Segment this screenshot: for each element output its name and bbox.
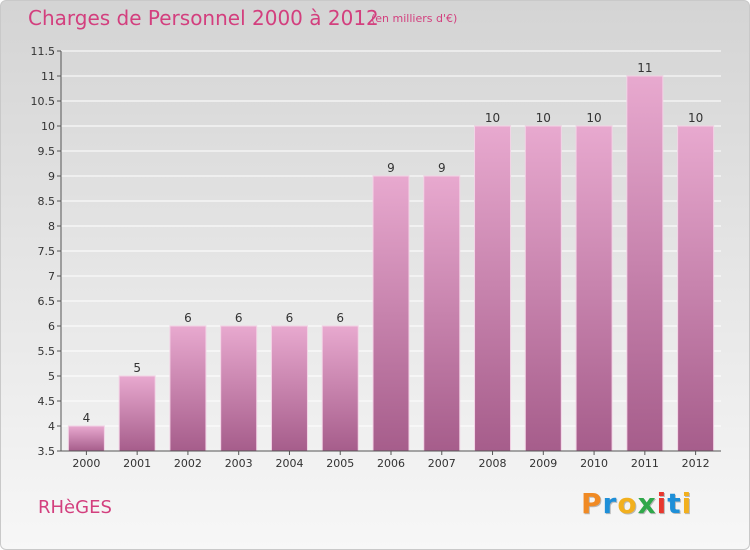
logo-letter: i [681, 487, 693, 520]
data-label: 9 [438, 161, 446, 175]
x-tick-label: 2004 [275, 457, 303, 470]
y-tick-label: 7 [48, 270, 55, 283]
bars: 4 5 6 6 6 6 9 9 10 10 10 11 10 [67, 61, 715, 452]
x-tick-label: 2012 [682, 457, 710, 470]
y-tick-label: 4 [48, 420, 55, 433]
bar-2004[interactable] [270, 325, 308, 452]
data-label: 4 [83, 411, 91, 425]
y-tick-label: 5.5 [38, 345, 56, 358]
y-tick-label: 6 [48, 320, 55, 333]
logo-letter: P [581, 487, 603, 520]
data-label: 9 [387, 161, 395, 175]
data-label: 6 [235, 311, 243, 325]
x-tick-label: 2009 [529, 457, 557, 470]
x-tick-label: 2010 [580, 457, 608, 470]
x-tick-label: 2001 [123, 457, 151, 470]
y-tick-label: 8.5 [38, 195, 56, 208]
data-label: 10 [586, 111, 601, 125]
y-tick-label: 8 [48, 220, 55, 233]
chart-title: Charges de Personnel 2000 à 2012 [28, 6, 379, 30]
y-tick-label: 10.5 [31, 95, 56, 108]
x-tick-label: 2003 [225, 457, 253, 470]
proxiti-logo[interactable]: Proxiti [581, 487, 692, 520]
y-tick-label: 3.5 [38, 445, 56, 458]
logo-letter: t [667, 487, 682, 520]
data-label: 11 [637, 61, 652, 75]
y-tick-label: 9.5 [38, 145, 56, 158]
x-tick-label: 2007 [428, 457, 456, 470]
data-label: 5 [133, 361, 141, 375]
bar-2012[interactable] [677, 125, 715, 452]
y-tick-label: 9 [48, 170, 55, 183]
bar-2006[interactable] [372, 175, 410, 452]
y-tick-label: 6.5 [38, 295, 56, 308]
bar-2007[interactable] [423, 175, 461, 452]
bar-2011[interactable] [626, 75, 664, 452]
bar-2001[interactable] [118, 375, 156, 452]
logo-letter: x [637, 487, 657, 520]
commune-name: RHèGES [38, 497, 112, 518]
bar-2008[interactable] [474, 125, 512, 452]
x-tick-label: 2002 [174, 457, 202, 470]
bar-2009[interactable] [524, 125, 562, 452]
logo-letter: r [602, 487, 618, 520]
logo-letter: i [656, 487, 668, 520]
axes: 3.5 4 4.5 5 5.5 6 6.5 7 7.5 8 8.5 9 9.5 10 10.5 11 11.5 2… [31, 45, 721, 470]
x-tick-label: 2006 [377, 457, 405, 470]
bar-2000[interactable] [67, 425, 105, 452]
chart-subtitle: (en milliers d'€) [371, 12, 458, 25]
y-tick-label: 7.5 [38, 245, 56, 258]
data-label: 6 [286, 311, 294, 325]
x-tick-label: 2000 [72, 457, 100, 470]
bar-2010[interactable] [575, 125, 613, 452]
data-label: 10 [536, 111, 551, 125]
x-tick-label: 2005 [326, 457, 354, 470]
data-label: 10 [688, 111, 703, 125]
data-label: 6 [184, 311, 192, 325]
y-tick-label: 11.5 [31, 45, 56, 58]
bar-2003[interactable] [220, 325, 258, 452]
bar-2002[interactable] [169, 325, 207, 452]
logo-letter: o [617, 487, 638, 520]
data-label: 6 [336, 311, 344, 325]
y-tick-label: 10 [41, 120, 55, 133]
x-tick-label: 2008 [479, 457, 507, 470]
y-tick-label: 11 [41, 70, 55, 83]
data-label: 10 [485, 111, 500, 125]
y-tick-label: 4.5 [38, 395, 56, 408]
x-tick-label: 2011 [631, 457, 659, 470]
y-tick-label: 5 [48, 370, 55, 383]
bar-2005[interactable] [321, 325, 359, 452]
